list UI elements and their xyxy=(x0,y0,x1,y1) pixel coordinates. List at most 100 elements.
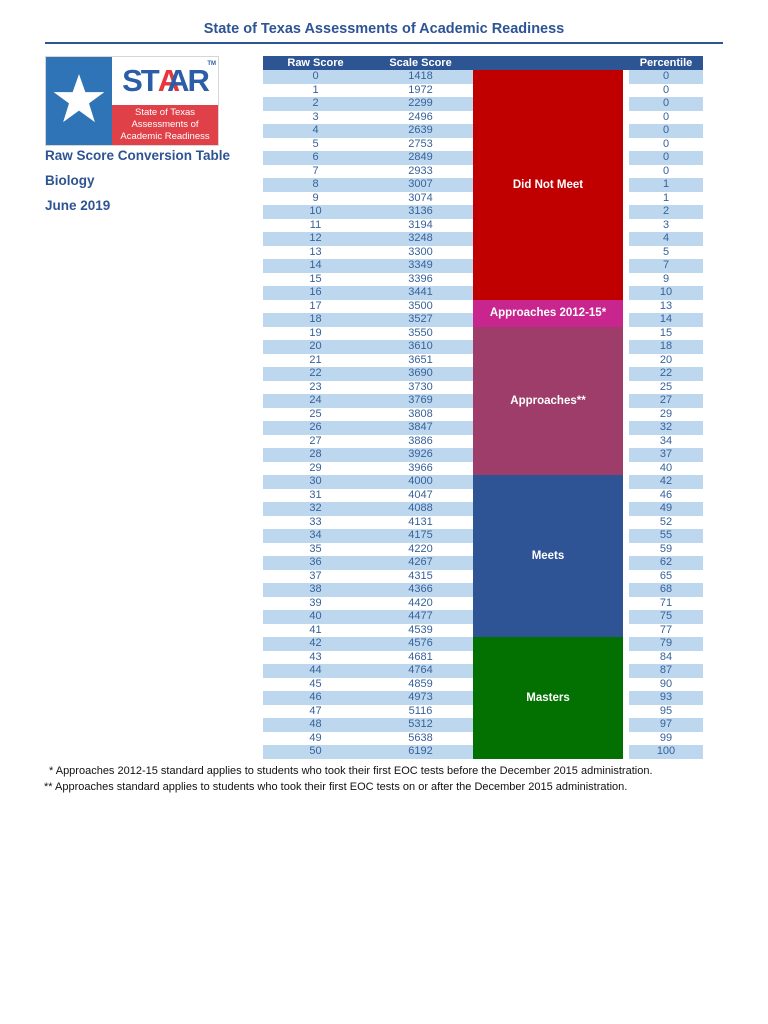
scale-score-cell: 3926 xyxy=(368,448,473,462)
scale-score-cell: 2753 xyxy=(408,137,433,150)
percentile-cell: 65 xyxy=(659,569,673,582)
scale-score-cell: 4366 xyxy=(368,583,473,597)
percentile-cell: 10 xyxy=(629,286,703,300)
raw-score-cell: 38 xyxy=(263,583,368,597)
scale-score-cell: 2639 xyxy=(368,124,473,138)
raw-score-cell: 9 xyxy=(312,191,319,204)
percentile-cell: 79 xyxy=(629,637,703,651)
scale-score-cell: 4420 xyxy=(408,596,433,609)
trademark-mark: TM xyxy=(207,61,216,67)
percentile-cell: 77 xyxy=(659,623,673,636)
scale-score-cell: 4088 xyxy=(368,502,473,516)
table-row: 19 3550 15 xyxy=(263,327,703,341)
raw-score-cell: 2 xyxy=(263,97,368,111)
raw-score-cell: 5 xyxy=(312,137,319,150)
table-row: 50 6192 100 xyxy=(263,745,703,759)
raw-score-cell: 27 xyxy=(309,434,322,447)
scale-score-header: Scale Score xyxy=(389,57,452,69)
percentile-cell: 62 xyxy=(629,556,703,570)
logo-tagline: State of Texas Assessments of Academic R… xyxy=(112,105,218,145)
raw-score-cell: 41 xyxy=(309,623,322,636)
raw-score-cell: 17 xyxy=(309,299,322,312)
table-body: 0 1418 0 1 1972 0 2 2299 0 3 2496 0 4 2639 0 5 2753 0 6 284… xyxy=(263,70,703,759)
scale-score-cell: 3651 xyxy=(408,353,433,366)
percentile-cell: 34 xyxy=(659,434,673,447)
raw-score-cell: 13 xyxy=(309,245,322,258)
table-row: 39 4420 71 xyxy=(263,597,703,611)
percentile-cell: 15 xyxy=(659,326,673,339)
raw-score-cell: 33 xyxy=(309,515,322,528)
scale-score-cell: 4576 xyxy=(368,637,473,651)
wordmark-a-blue: A xyxy=(167,63,189,98)
table-row: 16 3441 10 xyxy=(263,286,703,300)
percentile-cell: 0 xyxy=(629,97,703,111)
table-row: 41 4539 77 xyxy=(263,624,703,638)
raw-score-cell: 25 xyxy=(309,407,322,420)
percentile-cell: 52 xyxy=(659,515,673,528)
table-row: 11 3194 3 xyxy=(263,219,703,233)
percentile-cell: 97 xyxy=(629,718,703,732)
raw-score-cell: 14 xyxy=(263,259,368,273)
table-row: 34 4175 55 xyxy=(263,529,703,543)
wordmark-a-red: A xyxy=(157,63,180,98)
percentile-cell: 1 xyxy=(629,178,703,192)
scale-score-cell: 3769 xyxy=(368,394,473,408)
raw-score-cell: 21 xyxy=(309,353,322,366)
table-row: 35 4220 59 xyxy=(263,543,703,557)
footnote-double-asterisk: ** Approaches standard applies to studen… xyxy=(44,780,628,793)
percentile-cell: 99 xyxy=(659,731,673,744)
title-underline xyxy=(45,42,723,44)
performance-band-meets: Meets xyxy=(473,475,623,637)
percentile-cell: 0 xyxy=(662,137,670,150)
percentile-cell: 71 xyxy=(659,596,673,609)
table-row: 38 4366 68 xyxy=(263,583,703,597)
percentile-cell: 49 xyxy=(629,502,703,516)
scale-score-cell: 2299 xyxy=(368,97,473,111)
doc-subject: Biology xyxy=(45,173,95,188)
table-row: 0 1418 0 xyxy=(263,70,703,84)
raw-score-cell: 29 xyxy=(309,461,322,474)
table-row: 25 3808 29 xyxy=(263,408,703,422)
table-row: 45 4859 90 xyxy=(263,678,703,692)
raw-score-cell: 30 xyxy=(263,475,368,489)
table-row: 26 3847 32 xyxy=(263,421,703,435)
percentile-cell: 37 xyxy=(629,448,703,462)
raw-score-cell: 24 xyxy=(263,394,368,408)
table-row: 20 3610 18 xyxy=(263,340,703,354)
percentile-cell: 68 xyxy=(629,583,703,597)
document-info: Raw Score Conversion Table Biology June … xyxy=(45,149,230,224)
star-icon xyxy=(52,72,106,131)
table-row: 44 4764 87 xyxy=(263,664,703,678)
percentile-cell: 75 xyxy=(629,610,703,624)
scale-score-cell: 3690 xyxy=(368,367,473,381)
table-row: 4 2639 0 xyxy=(263,124,703,138)
scale-score-cell: 3847 xyxy=(368,421,473,435)
logo-right-panel: ST A A R TM State of Texas Assessments of A… xyxy=(112,57,218,145)
page-title: State of Texas Assessments of Academic R… xyxy=(203,21,565,37)
table-row: 9 3074 1 xyxy=(263,192,703,206)
table-row: 42 4576 79 xyxy=(263,637,703,651)
scale-score-cell: 3610 xyxy=(368,340,473,354)
table-row: 13 3300 5 xyxy=(263,246,703,260)
raw-score-cell: 4 xyxy=(263,124,368,138)
footnote-single-asterisk: * Approaches 2012-15 standard applies to… xyxy=(49,765,653,777)
table-row: 47 5116 95 xyxy=(263,705,703,719)
table-row: 1 1972 0 xyxy=(263,84,703,98)
scale-score-cell: 5312 xyxy=(368,718,473,732)
raw-score-cell: 18 xyxy=(263,313,368,327)
wordmark-st: ST xyxy=(122,63,160,98)
scale-score-cell: 4047 xyxy=(408,488,433,501)
raw-score-cell: 39 xyxy=(309,596,322,609)
table-row: 48 5312 97 xyxy=(263,718,703,732)
percentile-cell: 87 xyxy=(629,664,703,678)
performance-band-masters: Masters xyxy=(473,637,623,759)
scale-score-cell: 4175 xyxy=(368,529,473,543)
raw-score-cell: 46 xyxy=(263,691,368,705)
table-row: 33 4131 52 xyxy=(263,516,703,530)
table-row: 23 3730 25 xyxy=(263,381,703,395)
percentile-cell: 95 xyxy=(659,704,673,717)
scale-score-cell: 3074 xyxy=(408,191,433,204)
table-row: 43 4681 84 xyxy=(263,651,703,665)
percentile-cell: 0 xyxy=(662,110,670,123)
